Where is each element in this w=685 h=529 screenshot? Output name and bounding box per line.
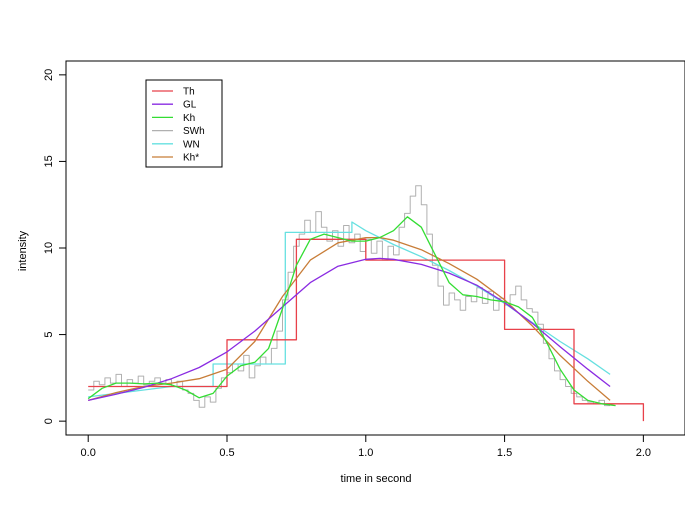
- x-tick-label: 2.0: [636, 447, 651, 459]
- legend-label-kh: Kh: [183, 113, 195, 124]
- y-tick-label: 15: [43, 155, 55, 167]
- series-line-th: [88, 238, 645, 422]
- legend-label-swh: SWh: [183, 126, 205, 137]
- y-tick-label: 20: [43, 69, 55, 81]
- legend: Th GL Kh SWh WN Kh*: [145, 79, 223, 168]
- x-axis-title: time in second: [341, 473, 412, 485]
- series-line-kh-star: [88, 236, 611, 402]
- x-tick-label: 0.5: [219, 447, 234, 459]
- x-tick-label: 0.0: [81, 447, 96, 459]
- y-tick-label: 5: [43, 332, 55, 338]
- y-tick-label: 10: [43, 242, 55, 254]
- y-axis-title: intensity: [17, 230, 29, 271]
- y-tick-label: 0: [43, 418, 55, 424]
- series-line-swh: [88, 185, 611, 408]
- x-tick-label: 1.0: [358, 447, 373, 459]
- legend-label-kh-star: Kh*: [183, 153, 199, 164]
- series-line-gl: [88, 257, 611, 402]
- y-axis: 0 5 10 15 20: [43, 69, 67, 424]
- legend-label-gl: GL: [183, 100, 197, 111]
- x-axis: 0.0 0.5 1.0 1.5 2.0: [81, 434, 651, 459]
- legend-box: [145, 79, 223, 168]
- x-tick-label: 1.5: [497, 447, 512, 459]
- series-layer: [87, 185, 645, 422]
- series-line-kh: [87, 216, 616, 407]
- legend-label-th: Th: [183, 87, 195, 98]
- legend-label-wn: WN: [183, 139, 200, 150]
